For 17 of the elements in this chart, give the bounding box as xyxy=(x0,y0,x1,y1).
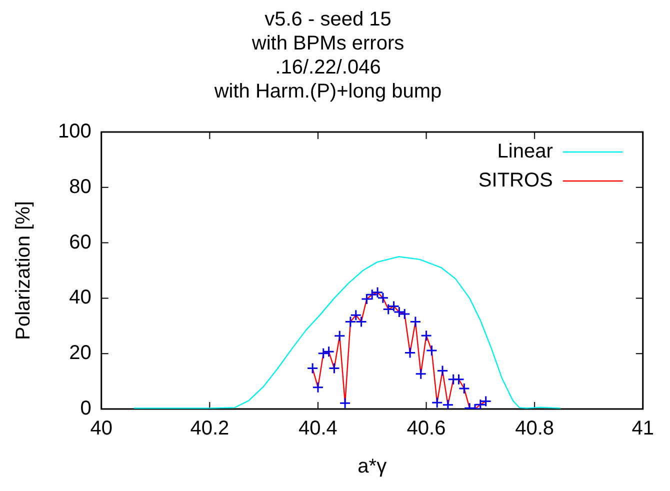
legend-label: Linear xyxy=(497,140,554,163)
chart-title: v5.6 - seed 15 with BPMs errors .16/.22/.046 with Harm.(P)+long bump xyxy=(213,8,442,103)
x-tick-label: 40.4 xyxy=(298,418,338,440)
x-tick-label: 40.2 xyxy=(190,418,230,440)
legend-label: SITROS xyxy=(478,170,553,192)
y-tick-label: 60 xyxy=(69,231,92,254)
y-tick-label: 20 xyxy=(69,342,92,364)
x-axis-title: a*γ xyxy=(358,456,387,478)
x-tick-label: 40 xyxy=(90,418,112,440)
y-tick-label: 40 xyxy=(69,286,92,309)
x-tick-label: 41 xyxy=(632,418,654,440)
y-tick-label: 80 xyxy=(69,176,92,198)
y-axis-title: Polarization [%] xyxy=(12,201,35,340)
y-tick-label: 0 xyxy=(80,398,92,420)
x-tick-label: 40.6 xyxy=(406,418,446,440)
x-tick-label: 40.8 xyxy=(515,418,554,440)
y-tick-label: 100 xyxy=(58,120,92,143)
